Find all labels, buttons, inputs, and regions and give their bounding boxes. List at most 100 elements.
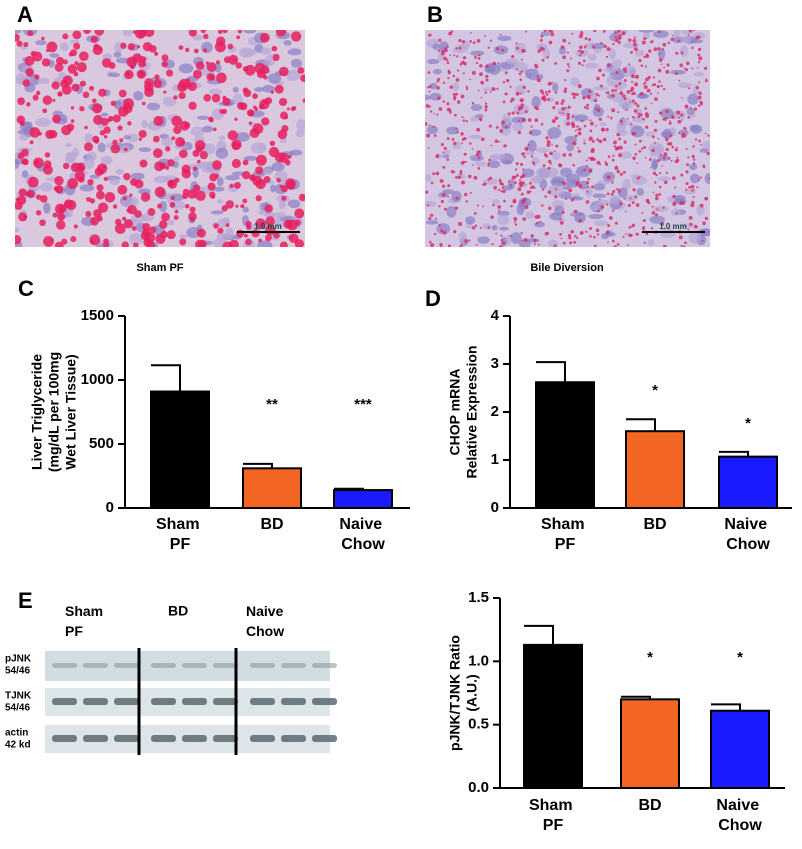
lipid — [597, 109, 601, 113]
lipid — [662, 244, 667, 247]
lipid — [73, 71, 79, 77]
blot-group: Naive Chow — [246, 603, 287, 639]
lipid — [578, 184, 583, 189]
lipid — [656, 208, 659, 211]
lipid — [574, 134, 578, 138]
lipid — [660, 84, 663, 88]
cell — [43, 202, 51, 214]
lipid — [222, 30, 228, 34]
cell — [89, 174, 101, 179]
cell — [161, 137, 174, 147]
lipid — [561, 107, 565, 111]
lipid — [634, 152, 638, 156]
lipid — [495, 232, 498, 235]
lipid — [685, 61, 690, 66]
lipid — [144, 87, 155, 98]
lipid — [227, 43, 234, 50]
lipid — [675, 72, 678, 75]
cell — [497, 210, 510, 217]
cell — [39, 182, 53, 192]
lipid — [623, 197, 626, 200]
lipid — [583, 139, 585, 141]
lipid — [427, 71, 431, 74]
lipid — [97, 202, 109, 213]
lipid — [679, 63, 684, 68]
band — [52, 698, 77, 705]
lipid — [152, 148, 163, 159]
lipid — [451, 137, 455, 141]
lipid — [141, 101, 146, 106]
lipid — [561, 210, 565, 214]
lipid — [635, 203, 640, 207]
lipid — [463, 137, 467, 140]
lipid — [221, 108, 228, 114]
lipid — [443, 207, 447, 211]
lipid — [624, 70, 627, 74]
lipid — [460, 94, 465, 99]
lipid — [688, 215, 693, 220]
lipid — [553, 244, 557, 247]
lipid — [589, 119, 592, 122]
cell — [686, 107, 695, 115]
band — [182, 698, 207, 705]
cell — [470, 116, 479, 123]
band — [312, 698, 337, 705]
lipid — [33, 157, 44, 169]
lipid — [265, 216, 276, 226]
cell — [491, 224, 498, 231]
lipid — [562, 181, 566, 186]
lipid — [456, 69, 460, 72]
lipid — [138, 71, 145, 78]
lipid — [462, 56, 467, 60]
lipid — [518, 72, 522, 76]
lipid — [178, 91, 186, 100]
lipid — [679, 201, 684, 205]
lipid — [646, 88, 651, 93]
cell — [660, 108, 674, 120]
lipid — [447, 69, 450, 73]
lipid — [540, 34, 544, 38]
lipid — [658, 185, 662, 189]
cell — [659, 228, 676, 239]
lipid — [617, 30, 621, 33]
lipid — [70, 106, 75, 110]
lipid — [447, 244, 451, 247]
cell — [588, 213, 604, 220]
panel-letter: B — [427, 2, 443, 27]
cell — [15, 30, 22, 34]
lipid — [587, 186, 590, 189]
lipid — [665, 109, 669, 114]
lipid — [541, 58, 545, 62]
lipid — [586, 103, 590, 107]
lipid — [248, 121, 253, 125]
lipid — [234, 117, 238, 121]
lipid — [619, 91, 624, 95]
cell — [558, 46, 567, 55]
lipid — [665, 147, 669, 152]
lipid — [35, 90, 41, 96]
lipid — [443, 146, 447, 151]
lipid — [686, 163, 690, 167]
lipid — [93, 114, 103, 125]
cell — [470, 50, 485, 56]
lipid — [629, 197, 632, 200]
band — [151, 663, 176, 668]
lipid — [491, 243, 494, 246]
lipid — [490, 215, 494, 219]
lipid — [294, 208, 305, 219]
lipid — [173, 215, 179, 220]
lipid — [517, 92, 520, 95]
lipid — [639, 91, 644, 96]
cell — [123, 135, 131, 140]
cell — [701, 140, 710, 149]
lipid — [694, 138, 698, 141]
cell — [287, 48, 302, 56]
lipid — [436, 113, 439, 116]
band — [281, 735, 306, 742]
lipid — [566, 51, 569, 54]
lipid — [526, 149, 528, 151]
lipid — [174, 177, 180, 183]
lipid — [427, 147, 430, 150]
lipid — [578, 127, 582, 131]
